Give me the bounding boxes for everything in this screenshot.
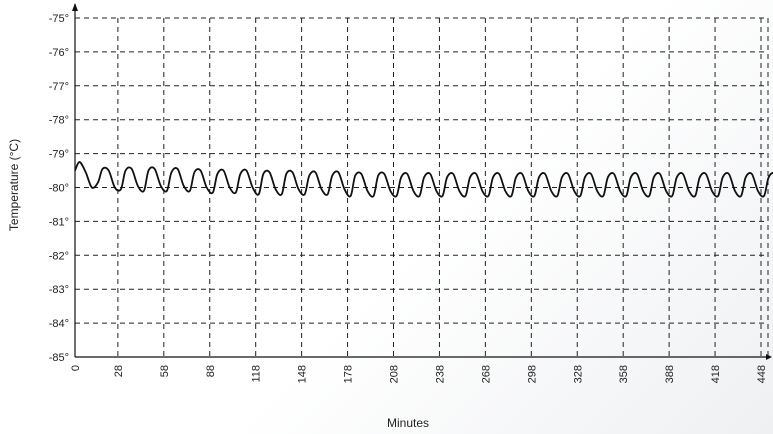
- x-tick-label: 148: [297, 365, 309, 383]
- y-tick-label: -85°: [49, 352, 69, 364]
- x-tick-label: 268: [480, 365, 492, 383]
- y-axis-arrow: [72, 3, 78, 11]
- x-axis-title: Minutes: [387, 416, 429, 430]
- axes: [72, 3, 772, 360]
- y-tick-label: -78°: [49, 115, 69, 127]
- series-layer: [74, 161, 773, 198]
- temperature-series-line: [74, 161, 773, 198]
- x-tick-label: 448: [756, 365, 768, 383]
- y-tick-label: -77°: [49, 81, 69, 93]
- grid: [75, 17, 769, 357]
- y-tick-label: -81°: [49, 216, 69, 228]
- y-tick-labels: -75° -76° -77° -78° -79° -80° -81° -82° -83° -84°…: [49, 13, 69, 364]
- y-tick-label: -75°: [49, 13, 69, 25]
- x-tick-label: 298: [526, 365, 538, 383]
- x-tick-label: 358: [618, 365, 630, 383]
- x-tick-label: 28: [113, 365, 125, 377]
- x-tick-label: 238: [434, 365, 446, 383]
- x-tick-label: 418: [710, 365, 722, 383]
- x-axis-arrow: [766, 354, 772, 360]
- y-axis-title: Temperature (°C): [7, 139, 21, 231]
- y-tick-label: -83°: [49, 284, 69, 296]
- x-tick-label: 118: [251, 365, 263, 383]
- y-tick-label: -79°: [49, 149, 69, 161]
- y-tick-label: -82°: [49, 250, 69, 262]
- y-tick-label: -76°: [49, 47, 69, 59]
- x-tick-labels: 0 28 58 88 118 148 178 208 238 268 298 328 358 388 418…: [70, 365, 768, 383]
- y-tick-label: -84°: [49, 318, 69, 330]
- y-tick-label: -80°: [49, 183, 69, 195]
- x-tick-label: 328: [572, 365, 584, 383]
- x-tick-label: 0: [70, 365, 82, 371]
- x-tick-label: 178: [343, 365, 355, 383]
- x-tick-label: 388: [664, 365, 676, 383]
- x-tick-label: 58: [159, 365, 171, 377]
- x-tick-label: 88: [205, 365, 217, 377]
- x-tick-label: 208: [389, 365, 401, 383]
